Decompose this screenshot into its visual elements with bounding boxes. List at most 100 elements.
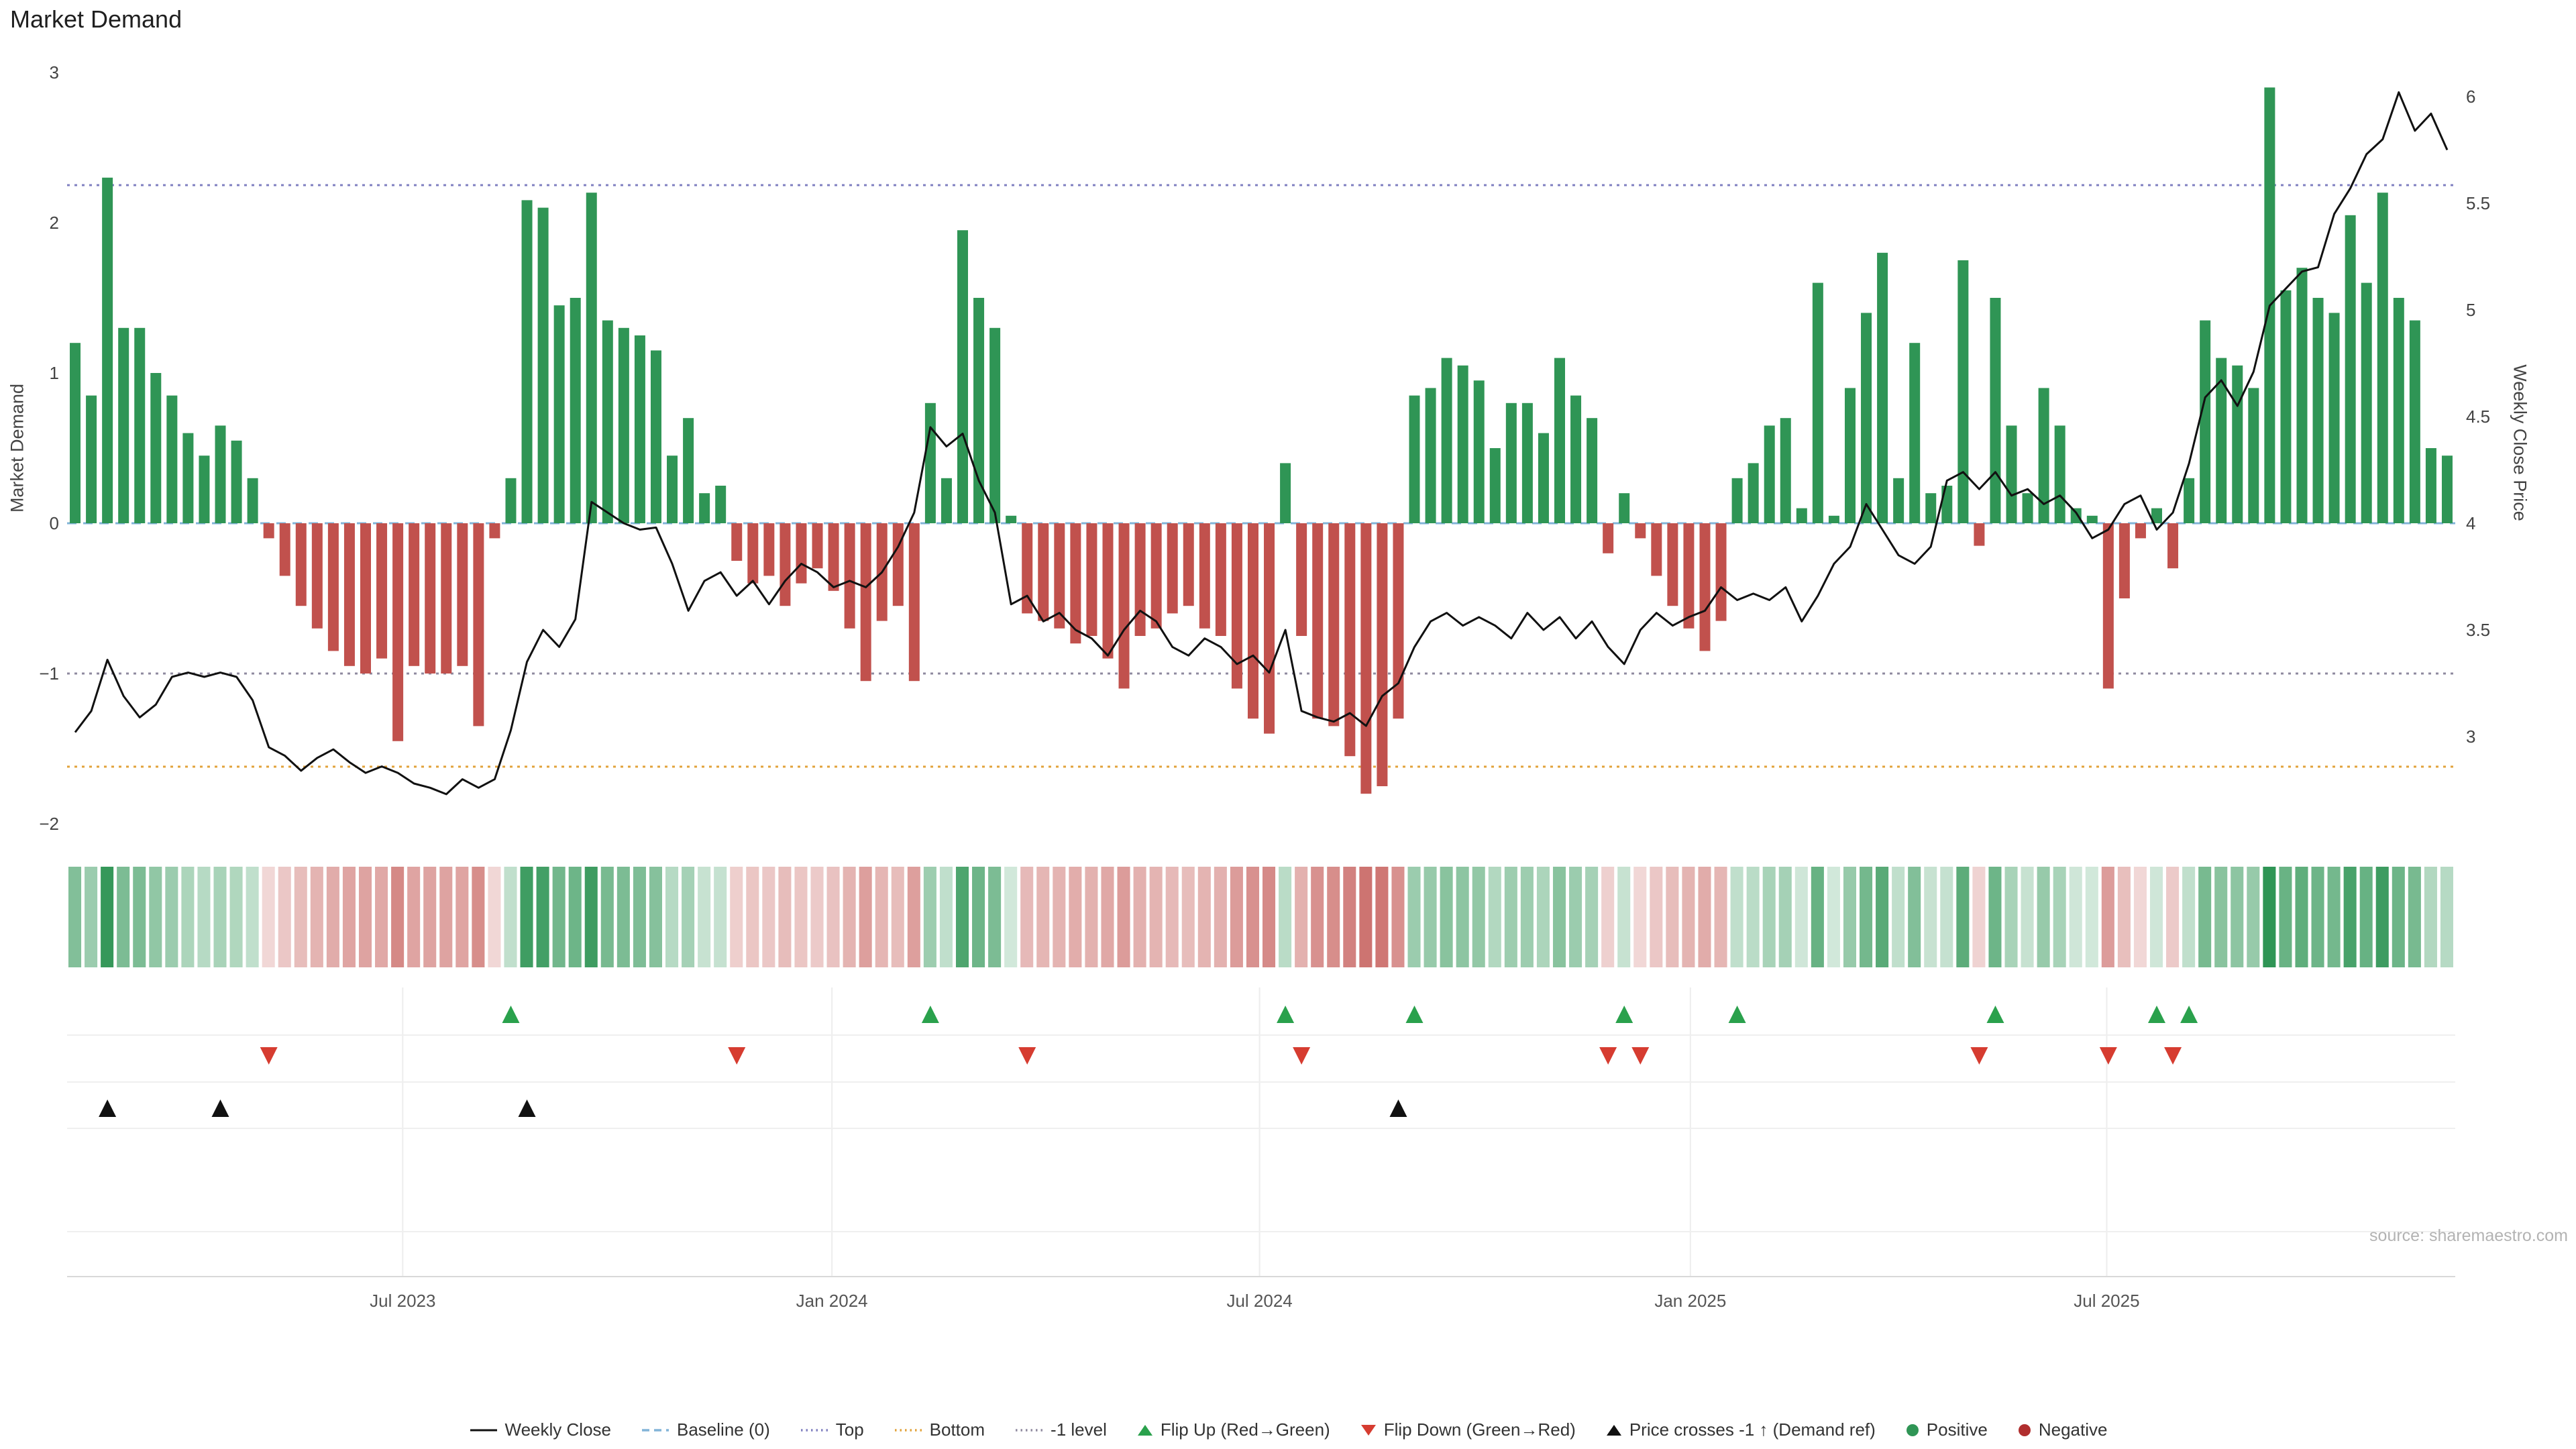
heatmap-cell bbox=[2117, 867, 2131, 967]
heatmap-cell bbox=[1633, 867, 1647, 967]
heatmap-cell bbox=[1601, 867, 1615, 967]
bottom-dotted-icon bbox=[894, 1428, 922, 1432]
demand-bar bbox=[2054, 425, 2065, 523]
heatmap-cell bbox=[584, 867, 598, 967]
demand-bar bbox=[1651, 523, 1662, 576]
heatmap-cell bbox=[213, 867, 227, 967]
demand-bar bbox=[1748, 463, 1759, 523]
flip-up-marker bbox=[1615, 1006, 1633, 1023]
x-tick-label: Jul 2025 bbox=[2074, 1291, 2139, 1311]
heatmap-cell bbox=[1069, 867, 1082, 967]
heatmap-cell bbox=[2440, 867, 2453, 967]
demand-bar bbox=[182, 433, 194, 523]
demand-bar bbox=[1877, 252, 1888, 523]
heatmap-cell bbox=[2101, 867, 2114, 967]
legend-label: Baseline (0) bbox=[677, 1419, 770, 1440]
heatmap-cell bbox=[1295, 867, 1308, 967]
positive-dot-icon bbox=[1906, 1424, 1919, 1436]
legend-label: Bottom bbox=[929, 1419, 985, 1440]
demand-bar bbox=[2409, 320, 2420, 523]
heatmap-cell bbox=[2085, 867, 2098, 967]
negative-dot-icon bbox=[2018, 1424, 2031, 1436]
demand-bar bbox=[2102, 523, 2114, 689]
flip-down-marker bbox=[1018, 1047, 1036, 1065]
heatmap-cell bbox=[762, 867, 775, 967]
heatmap-cell bbox=[1472, 867, 1485, 967]
demand-bar bbox=[1990, 298, 2001, 523]
heatmap-cell bbox=[1133, 867, 1146, 967]
heatmap-cell bbox=[2214, 867, 2228, 967]
demand-bar bbox=[505, 478, 517, 523]
demand-bar bbox=[392, 523, 404, 741]
demand-bar bbox=[1344, 523, 1356, 757]
legend-item-bottom[interactable]: Bottom bbox=[894, 1419, 985, 1440]
flip-up-marker bbox=[921, 1006, 939, 1023]
heatmap-cell bbox=[2069, 867, 2082, 967]
flip-down-marker bbox=[1599, 1047, 1617, 1065]
demand-bar bbox=[199, 455, 210, 523]
heatmap-cell bbox=[2279, 867, 2292, 967]
legend-item-top[interactable]: Top bbox=[800, 1419, 864, 1440]
legend-item-flip-down[interactable]: Flip Down (Green→Red) bbox=[1360, 1419, 1576, 1440]
heatmap-cell bbox=[455, 867, 469, 967]
heatmap-cell bbox=[1311, 867, 1324, 967]
demand-bar bbox=[1360, 523, 1372, 794]
demand-bar bbox=[409, 523, 420, 666]
legend-item-negative[interactable]: Negative bbox=[2017, 1419, 2107, 1440]
x-tick-label: Jan 2025 bbox=[1654, 1291, 1726, 1311]
heatmap-cell bbox=[2359, 867, 2373, 967]
heatmap-cell bbox=[746, 867, 759, 967]
heatmap-cell bbox=[568, 867, 582, 967]
heatmap-cell bbox=[1730, 867, 1743, 967]
flip-up-marker bbox=[2180, 1006, 2198, 1023]
right-tick-label: 5.5 bbox=[2466, 193, 2490, 213]
heatmap-cell bbox=[358, 867, 372, 967]
price-cross-marker bbox=[1389, 1099, 1407, 1117]
legend-item-positive[interactable]: Positive bbox=[1905, 1419, 1988, 1440]
heatmap-cell bbox=[342, 867, 356, 967]
legend-item-weekly-close[interactable]: Weekly Close bbox=[469, 1419, 611, 1440]
heatmap-cell bbox=[2037, 867, 2050, 967]
demand-bar bbox=[1134, 523, 1146, 636]
heatmap-cell bbox=[1585, 867, 1599, 967]
heatmap-cell bbox=[843, 867, 856, 967]
legend-item-price-cross[interactable]: Price crosses -1 ↑ (Demand ref) bbox=[1605, 1419, 1876, 1440]
heatmap-cell bbox=[1359, 867, 1373, 967]
heatmap-cell bbox=[972, 867, 985, 967]
heatmap-cell bbox=[1279, 867, 1292, 967]
legend-item-minus1-level[interactable]: -1 level bbox=[1014, 1419, 1107, 1440]
demand-bar bbox=[2022, 493, 2033, 523]
demand-bar bbox=[86, 395, 97, 523]
demand-bar bbox=[2248, 388, 2259, 523]
demand-bar bbox=[844, 523, 855, 629]
heatmap-cell bbox=[2149, 867, 2163, 967]
demand-bar bbox=[1587, 418, 1598, 523]
heatmap-cell bbox=[810, 867, 824, 967]
demand-bar bbox=[1006, 515, 1017, 523]
demand-bar bbox=[2280, 290, 2292, 523]
heatmap-cell bbox=[68, 867, 82, 967]
demand-bar bbox=[1150, 523, 1162, 629]
heatmap-cell bbox=[1778, 867, 1792, 967]
baseline-dash-icon bbox=[642, 1428, 669, 1432]
demand-bar bbox=[667, 455, 678, 523]
demand-bar bbox=[2216, 358, 2227, 523]
heatmap-cell bbox=[1230, 867, 1243, 967]
demand-bar bbox=[1861, 313, 1872, 523]
heatmap-cell bbox=[1827, 867, 1840, 967]
heatmap-cell bbox=[2343, 867, 2357, 967]
legend-item-baseline[interactable]: Baseline (0) bbox=[641, 1419, 770, 1440]
heatmap-cell bbox=[1375, 867, 1389, 967]
heatmap-cell bbox=[1924, 867, 1937, 967]
demand-bar bbox=[1635, 523, 1646, 539]
heatmap-cell bbox=[955, 867, 969, 967]
price-cross-marker bbox=[99, 1099, 117, 1117]
heatmap-cell bbox=[1197, 867, 1211, 967]
demand-bar bbox=[343, 523, 355, 666]
legend-item-flip-up[interactable]: Flip Up (Red→Green) bbox=[1136, 1419, 1330, 1440]
left-axis-label: Market Demand bbox=[7, 383, 28, 513]
heatmap-cell bbox=[1876, 867, 1889, 967]
source-credit: source: sharemaestro.com bbox=[2369, 1226, 2568, 1245]
heatmap-cell bbox=[1860, 867, 1873, 967]
